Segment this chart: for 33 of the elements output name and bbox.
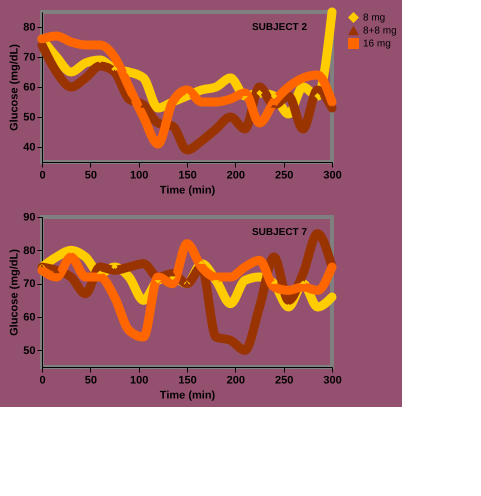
- x-axis-title: Time (min): [160, 184, 216, 196]
- x-tick-label: 200: [226, 170, 246, 182]
- text: SUBJECT 7: [252, 227, 308, 238]
- x-tick-label: 0: [39, 170, 46, 182]
- x-tick-label: 50: [84, 170, 97, 182]
- y-tick-label: 70: [23, 52, 36, 64]
- y-axis-title: Glucose (mg/dL): [8, 248, 20, 336]
- x-tick-label: 300: [323, 170, 342, 182]
- x-tick-label: 100: [130, 374, 148, 386]
- y-tick-label: 50: [23, 112, 36, 124]
- y-tick-label: 60: [23, 312, 36, 324]
- x-tick-label: 150: [178, 170, 197, 182]
- y-tick-label: 40: [23, 142, 36, 154]
- legend-label: 16 mg: [363, 38, 391, 50]
- x-tick-label: 100: [130, 170, 148, 182]
- legend-label: 8+8 mg: [363, 26, 397, 36]
- x-tick-label: 200: [226, 374, 246, 386]
- y-tick-label: 50: [23, 344, 36, 357]
- x-tick-label: 250: [274, 374, 294, 386]
- y-tick-label: 80: [23, 244, 36, 257]
- y-tick-label: 60: [23, 82, 36, 94]
- x-tick-label: 50: [84, 374, 97, 386]
- y-axis-title: Glucose (mg/dL): [8, 44, 20, 131]
- y-tick-label: 90: [23, 212, 36, 224]
- x-tick-label: 250: [274, 170, 294, 182]
- text: SUBJECT 2: [252, 22, 308, 33]
- legend-label: 8 mg: [363, 12, 386, 24]
- y-tick-label: 70: [23, 278, 36, 290]
- x-tick-label: 300: [323, 374, 342, 386]
- x-tick-label: 150: [178, 374, 197, 386]
- x-tick-label: 0: [39, 374, 46, 386]
- x-axis-title: Time (min): [160, 390, 216, 402]
- y-tick-label: 80: [23, 22, 36, 34]
